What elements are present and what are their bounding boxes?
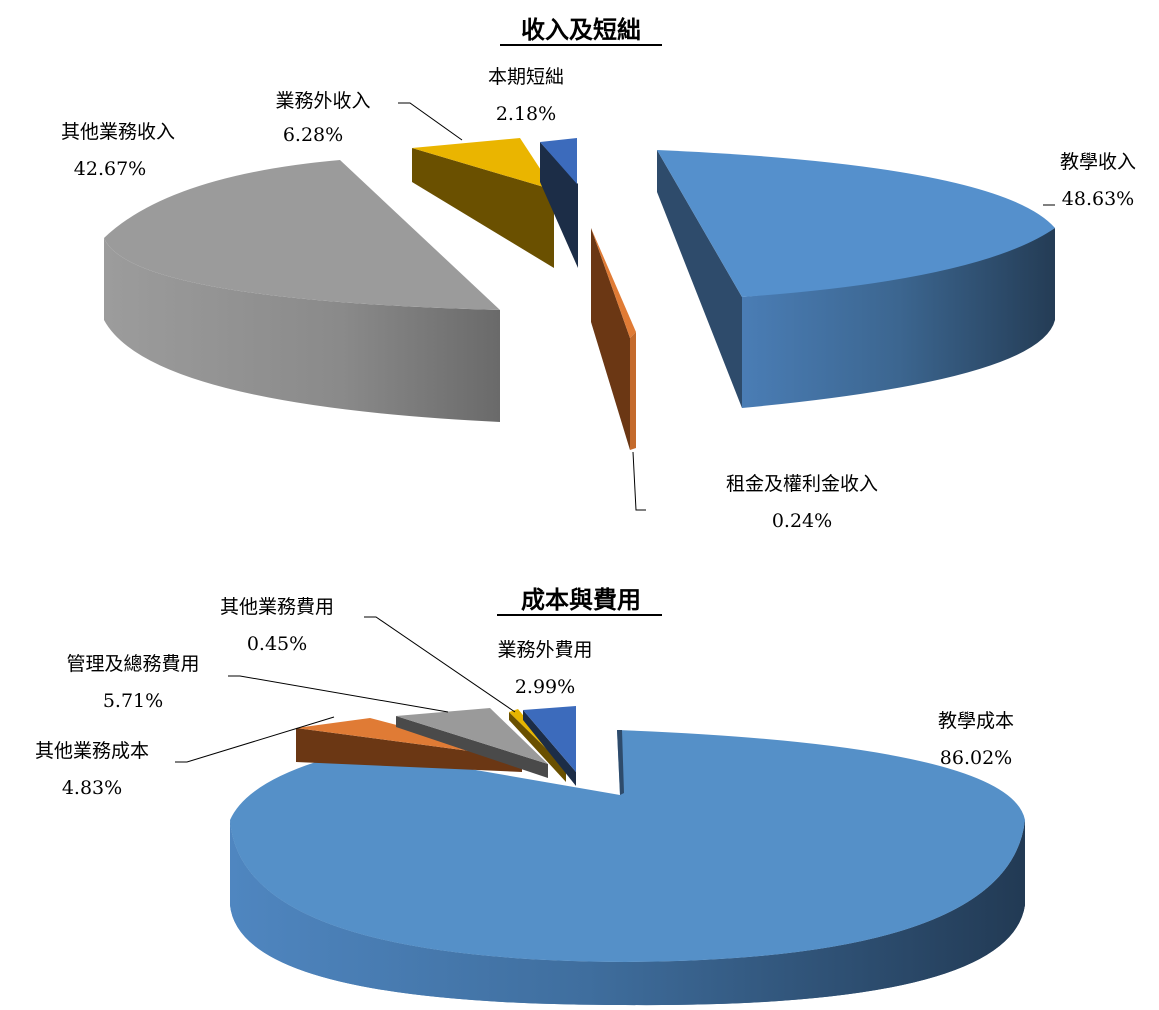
label-non-business-expense-name: 業務外費用 xyxy=(497,639,592,661)
label-teaching-cost-value: 86.02% xyxy=(940,747,1012,769)
pie-slice-rent-income xyxy=(591,228,636,450)
label-current-deficit-name: 本期短絀 xyxy=(488,66,564,88)
label-teaching-income-name: 教學收入 xyxy=(1060,151,1136,173)
label-non-business-expense-value: 2.99% xyxy=(515,676,575,698)
label-admin-expense-name: 管理及總務費用 xyxy=(66,653,199,675)
label-rent-income-value: 0.24% xyxy=(772,510,832,532)
pie-slice-admin-expense xyxy=(396,708,548,778)
leader-line-other-business-cost xyxy=(175,716,335,763)
pie-slice-teaching-income xyxy=(657,150,1055,408)
label-other-business-income-value: 42.67% xyxy=(74,158,146,180)
label-other-business-expense-name: 其他業務費用 xyxy=(220,596,334,618)
label-admin-expense-value: 5.71% xyxy=(103,690,163,712)
label-rent-income-name: 租金及權利金收入 xyxy=(726,473,878,495)
pie-slice-non-business-income xyxy=(412,138,554,268)
chart-costs: 成本與費用 xyxy=(35,586,1025,1006)
chart-income: 收入及短絀 xyxy=(61,16,1136,532)
chart-title: 收入及短絀 xyxy=(521,16,641,44)
label-other-business-cost-name: 其他業務成本 xyxy=(35,740,149,762)
label-non-business-income-value: 6.28% xyxy=(283,124,343,146)
chart-title: 成本與費用 xyxy=(521,586,641,614)
pie-slice-current-deficit xyxy=(540,138,578,268)
leader-line-rent-income xyxy=(632,451,646,511)
label-teaching-cost-name: 教學成本 xyxy=(938,710,1014,732)
label-other-business-expense-value: 0.45% xyxy=(247,633,307,655)
leader-line-other-business-expense xyxy=(364,616,516,713)
leader-line-admin-expense xyxy=(228,675,449,713)
label-teaching-income-value: 48.63% xyxy=(1062,188,1134,210)
pie-slice-non-business-expense xyxy=(523,706,576,786)
label-current-deficit-value: 2.18% xyxy=(496,103,556,125)
label-other-business-income-name: 其他業務收入 xyxy=(61,121,175,143)
pie-slice-teaching-cost xyxy=(230,730,1025,1006)
leader-line-non-business-income xyxy=(398,102,463,141)
label-other-business-cost-value: 4.83% xyxy=(62,777,122,799)
label-non-business-income-name: 業務外收入 xyxy=(275,90,370,112)
pie-slice-other-business-income xyxy=(104,160,500,422)
